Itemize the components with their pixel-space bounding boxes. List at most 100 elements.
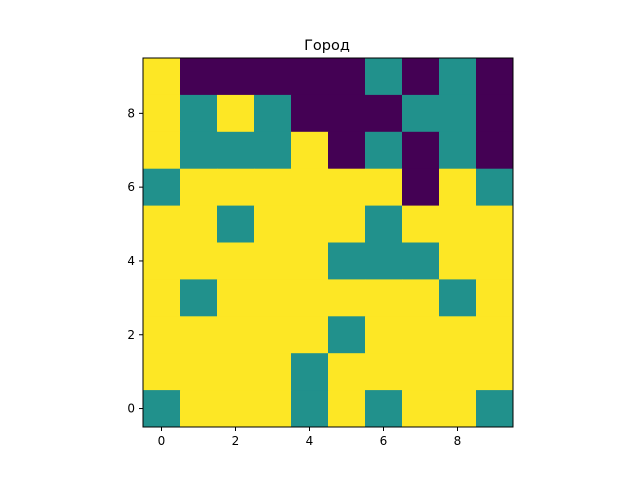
x-axis: 0 2 4 6 8 — [158, 427, 462, 448]
heatmap-cell — [217, 205, 255, 243]
y-tick-label: 0 — [127, 402, 135, 416]
heatmap-cell — [476, 205, 514, 243]
x-tick-label: 8 — [454, 434, 462, 448]
heatmap-cell — [365, 242, 403, 280]
y-tick-label: 8 — [127, 106, 135, 120]
heatmap-cell — [402, 242, 440, 280]
heatmap-cell — [402, 131, 440, 170]
heatmap-cell — [328, 94, 366, 133]
heatmap-cell — [365, 390, 403, 428]
heatmap-cell — [143, 279, 181, 317]
heatmap-cell — [365, 94, 403, 133]
heatmap-cell — [402, 168, 440, 206]
heatmap-cell — [291, 168, 329, 206]
heatmap-cell — [143, 205, 181, 243]
heatmap-cell — [476, 94, 514, 133]
x-tick-label: 6 — [380, 434, 388, 448]
heatmap-cell — [476, 168, 514, 206]
heatmap-cell — [217, 131, 255, 170]
heatmap-cell — [476, 279, 514, 317]
heatmap-cell — [180, 390, 218, 428]
heatmap-cell — [254, 242, 292, 280]
heatmap-cell — [439, 242, 477, 280]
heatmap-cell — [291, 205, 329, 243]
heatmap-cell — [143, 131, 181, 170]
heatmap-cell — [328, 58, 366, 96]
heatmap-cell — [439, 94, 477, 133]
plot-frame — [142, 57, 514, 428]
heatmap-cell — [328, 205, 366, 243]
heatmap-cell — [291, 131, 329, 170]
heatmap-cell — [254, 390, 292, 428]
heatmap-cell — [180, 242, 218, 280]
heatmap-cell — [328, 168, 366, 206]
heatmap-cell — [365, 205, 403, 243]
heatmap-cell — [439, 131, 477, 170]
heatmap-cell — [402, 316, 440, 354]
heatmap-cell — [180, 58, 218, 96]
heatmap-cell — [328, 279, 366, 317]
heatmap-cell — [439, 353, 477, 391]
heatmap-cell — [402, 205, 440, 243]
heatmap-cell — [143, 316, 181, 354]
heatmap-cell — [254, 94, 292, 133]
heatmap-cell — [402, 279, 440, 317]
heatmap-cell — [217, 58, 255, 96]
heatmap-cell — [254, 58, 292, 96]
heatmap-cell — [439, 58, 477, 96]
heatmap-cell — [365, 316, 403, 354]
heatmap-cell — [291, 58, 329, 96]
heatmap-cell — [180, 353, 218, 391]
heatmap-cell — [291, 279, 329, 317]
heatmap-cell — [291, 353, 329, 391]
heatmap-cell — [180, 205, 218, 243]
heatmap-cell — [180, 316, 218, 354]
heatmap-cell — [180, 94, 218, 133]
heatmap-cell — [143, 353, 181, 391]
chart-title: Город — [304, 38, 350, 54]
heatmap-cell — [439, 168, 477, 206]
y-tick-label: 4 — [127, 254, 135, 268]
heatmap-cell — [180, 279, 218, 317]
heatmap-cell — [254, 205, 292, 243]
heatmap-cell — [217, 316, 255, 354]
heatmap-cell — [402, 94, 440, 133]
heatmap-cell — [217, 168, 255, 206]
heatmap-cell — [439, 279, 477, 317]
heatmap-cell — [254, 353, 292, 391]
heatmap-cell — [217, 242, 255, 280]
x-tick-label: 0 — [158, 434, 166, 448]
heatmap-cell — [476, 242, 514, 280]
heatmap-cell — [439, 316, 477, 354]
heatmap-cell — [291, 390, 329, 428]
heatmap-cell — [328, 353, 366, 391]
y-axis: 0 2 4 6 8 — [127, 106, 143, 416]
heatmap-cell — [254, 131, 292, 170]
heatmap-cell — [476, 131, 514, 170]
heatmap-cells — [143, 58, 514, 428]
heatmap-cell — [143, 58, 181, 96]
heatmap-cell — [439, 205, 477, 243]
heatmap-cell — [476, 353, 514, 391]
heatmap-cell — [143, 94, 181, 133]
heatmap-cell — [365, 131, 403, 170]
heatmap-cell — [328, 316, 366, 354]
heatmap-cell — [402, 390, 440, 428]
heatmap-cell — [365, 58, 403, 96]
heatmap-cell — [476, 58, 514, 96]
heatmap-cell — [291, 316, 329, 354]
heatmap-cell — [217, 279, 255, 317]
heatmap-cell — [143, 390, 181, 428]
heatmap-cell — [254, 279, 292, 317]
heatmap-cell — [365, 168, 403, 206]
heatmap-cell — [143, 168, 181, 206]
heatmap-cell — [328, 242, 366, 280]
y-tick-label: 6 — [127, 180, 135, 194]
heatmap-cell — [328, 131, 366, 170]
heatmap-cell — [365, 279, 403, 317]
heatmap-cell — [476, 390, 514, 428]
heatmap-cell — [180, 168, 218, 206]
x-tick-label: 4 — [306, 434, 314, 448]
heatmap-cell — [291, 242, 329, 280]
